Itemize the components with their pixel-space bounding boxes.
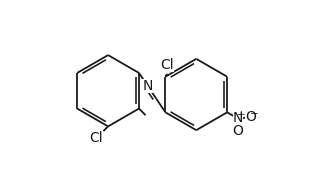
Text: −: −	[250, 109, 258, 119]
Text: N: N	[142, 79, 153, 93]
Text: Cl: Cl	[89, 131, 103, 145]
Text: O: O	[245, 111, 256, 125]
Text: N: N	[232, 112, 243, 125]
Text: +: +	[237, 110, 245, 120]
Text: O: O	[232, 124, 243, 138]
Text: Cl: Cl	[161, 58, 174, 72]
